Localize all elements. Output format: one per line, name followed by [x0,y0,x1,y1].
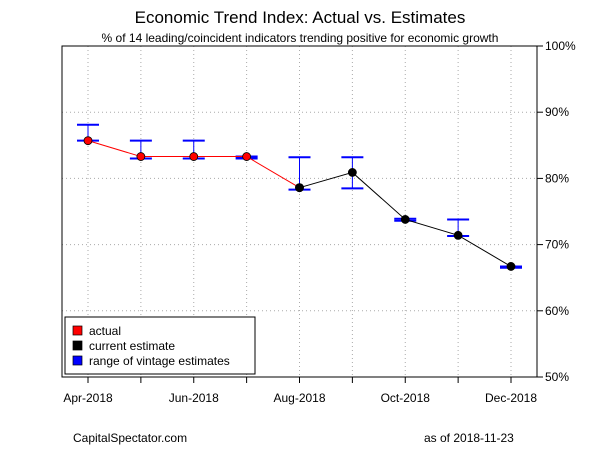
legend-box [64,316,256,375]
axes: Apr-2018 Jun-2018 Aug-2018 Oct-2018 Dec-2018… [61,39,576,405]
legend-label: actual [89,324,121,338]
actual-point [83,136,93,146]
current-estimate-point [453,230,463,240]
as-of-label: as of 2018-11-23 [424,431,514,445]
current-estimate-point [347,168,357,177]
current-estimate-point [506,262,516,271]
actual-point [242,152,252,161]
legend-label: range of vintage estimates [89,354,230,368]
x-tick-label: Apr-2018 [63,391,113,405]
current-estimate-point [295,183,304,193]
y-tick-label: 70% [545,238,569,252]
chart-title: Economic Trend Index: Actual vs. Estimat… [134,8,466,27]
y-tick-label: 80% [545,171,569,185]
x-tick-label: Jun-2018 [169,391,219,405]
legend-label: current estimate [89,339,175,353]
y-tick-label: 100% [545,39,576,53]
x-tick-label: Aug-2018 [273,391,325,405]
y-tick-label: 60% [545,304,569,318]
x-tick-label: Dec-2018 [485,391,537,405]
chart-subtitle: % of 14 leading/coincident indicators tr… [101,31,499,45]
legend-swatch [72,325,83,336]
y-tick-label: 50% [545,370,569,384]
y-tick-label: 90% [545,105,569,119]
actual-point [136,152,146,161]
current-estimate-point [400,215,410,224]
actual-point [189,152,199,161]
x-tick-label: Oct-2018 [381,391,431,405]
source-label: CapitalSpectator.com [73,431,188,445]
legend-swatch [72,340,83,351]
legend-swatch [72,355,83,366]
series-points [83,136,516,271]
